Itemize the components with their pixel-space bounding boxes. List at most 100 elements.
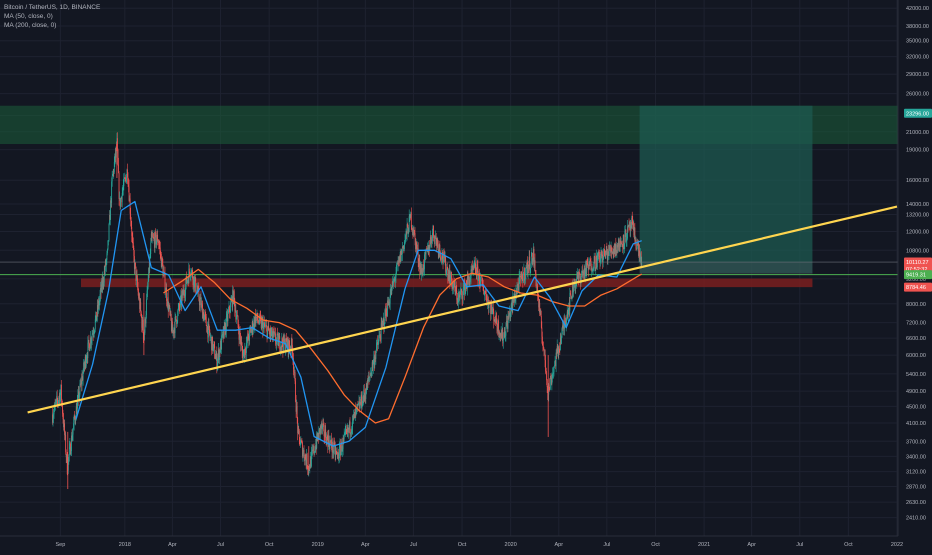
candle-body	[246, 343, 247, 353]
candle-body	[71, 435, 73, 441]
candle-body	[530, 256, 532, 265]
candle-body	[377, 342, 378, 345]
candle-body	[600, 250, 602, 260]
candle-body	[121, 197, 123, 203]
chart-legend: Bitcoin / TetherUS, 1D, BINANCE MA (50, …	[4, 3, 100, 30]
ma50-legend[interactable]: MA (50, close, 0)	[4, 13, 53, 20]
candle-body	[275, 333, 276, 342]
candle-body	[442, 259, 444, 263]
candle-body	[378, 339, 379, 345]
candle-body	[625, 229, 627, 242]
candle-body	[58, 394, 60, 399]
ma200-line[interactable]	[163, 268, 643, 424]
candle-body	[607, 251, 609, 261]
candle-body	[567, 311, 569, 318]
candle-body	[317, 435, 319, 440]
candle-body	[583, 271, 584, 275]
candle-body	[455, 286, 457, 295]
candle-body	[571, 297, 573, 299]
candle-body	[277, 334, 279, 346]
candle-body	[161, 257, 163, 268]
candle-body	[576, 277, 578, 283]
candle-body	[110, 200, 112, 203]
candle-body	[157, 234, 159, 243]
candle-body	[383, 319, 385, 328]
y-tick-label: 2870.00	[906, 485, 926, 491]
candle-body	[612, 251, 614, 255]
candle-body	[163, 271, 165, 273]
candle-body	[78, 391, 80, 400]
candle-body	[194, 277, 196, 280]
candle-body	[279, 349, 281, 351]
candle-body	[54, 403, 56, 405]
candle-body	[144, 318, 146, 333]
candle-body	[398, 256, 400, 261]
candle-body	[638, 243, 639, 256]
candle-body	[205, 316, 207, 326]
candle-body	[451, 280, 453, 289]
symbol-title[interactable]: Bitcoin / TetherUS, 1D, BINANCE	[4, 4, 101, 11]
candle-body	[243, 349, 245, 357]
ma50-line[interactable]	[75, 200, 642, 447]
candle-body	[233, 291, 235, 300]
candle-body	[107, 249, 108, 254]
candle-body	[552, 373, 554, 375]
y-tick-label: 16000.00	[906, 178, 929, 184]
candle-body	[182, 290, 183, 295]
trendline[interactable]	[27, 205, 898, 414]
candle-body	[457, 296, 459, 303]
candle-body	[460, 288, 462, 293]
candle-body	[165, 287, 167, 292]
candle-body	[340, 448, 342, 456]
candle-body	[533, 249, 535, 266]
candle-body	[345, 429, 347, 431]
candle-body	[146, 299, 147, 316]
candle-body	[95, 311, 97, 320]
candle-body	[562, 325, 564, 329]
candle-body	[98, 301, 99, 310]
y-tick-label: 3400.00	[906, 454, 926, 460]
candle-body	[210, 337, 211, 338]
candle-body	[66, 454, 68, 475]
candle-body	[247, 333, 249, 341]
candle-body	[191, 270, 193, 271]
x-tick-label: Oct	[458, 542, 467, 548]
candle-body	[116, 138, 118, 149]
candle-body	[333, 443, 335, 452]
candle-body	[195, 291, 197, 294]
candle-body	[131, 235, 133, 237]
candle-body	[272, 331, 274, 337]
candle-body	[582, 271, 583, 273]
x-tick-label: 2019	[312, 542, 324, 548]
candle-body	[247, 337, 248, 341]
candle-body	[282, 344, 284, 351]
candle-body	[473, 267, 475, 269]
price-label: 8784.46	[906, 285, 926, 291]
candle-body	[328, 444, 330, 450]
candle-body	[226, 314, 228, 322]
candle-body	[381, 323, 383, 325]
candle-body	[268, 330, 270, 332]
candle-body	[637, 243, 639, 246]
candle-body	[437, 241, 439, 245]
ma200-legend[interactable]: MA (200, close, 0)	[4, 22, 57, 29]
candle-body	[439, 251, 441, 258]
candle-body	[586, 262, 588, 273]
candle-body	[604, 254, 606, 259]
candle-body	[178, 304, 180, 308]
candle-body	[453, 285, 454, 289]
candle-body	[387, 300, 388, 316]
candle-body	[639, 250, 641, 260]
candle-body	[599, 256, 600, 257]
candle-body	[419, 265, 421, 273]
candle-body	[94, 319, 96, 329]
candle-body	[386, 315, 388, 317]
candle-body	[509, 311, 511, 318]
candle-body	[58, 398, 60, 402]
candle-body	[496, 323, 498, 327]
candle-body	[364, 395, 366, 399]
candle-body	[57, 400, 59, 402]
candle-body	[86, 357, 88, 359]
